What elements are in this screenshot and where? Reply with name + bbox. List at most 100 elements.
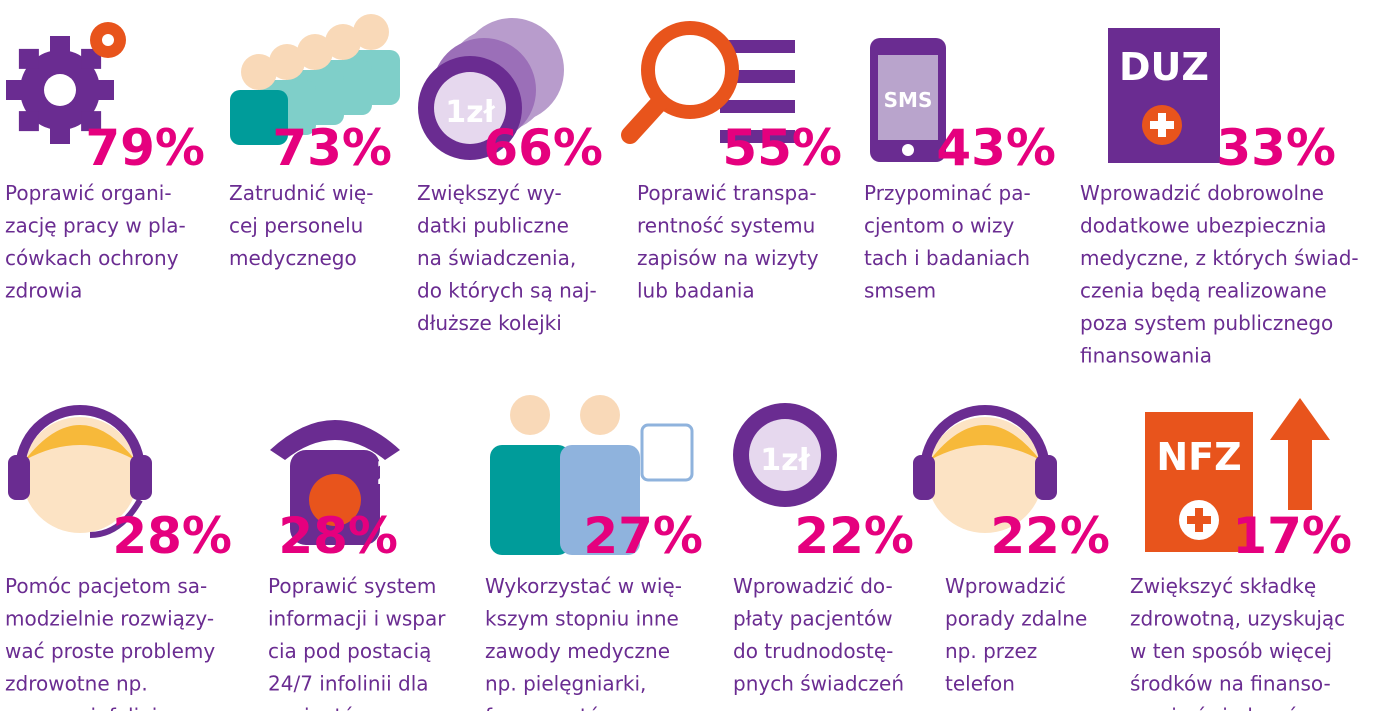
button bbox=[902, 144, 914, 156]
cross-v bbox=[1195, 508, 1203, 532]
item: 73%Zatrudnić wię-cej personelumedycznego bbox=[229, 14, 400, 270]
description-line: Wprowadzić bbox=[945, 574, 1066, 598]
description-line: zdrowotne np. bbox=[5, 672, 148, 696]
item: 28% Pomóc pacjetom sa-modzielnie rozwiązy… bbox=[5, 410, 232, 711]
description-line: wać proste problemy bbox=[5, 639, 215, 663]
gear-tooth bbox=[6, 80, 26, 100]
description-line: zapisów na wizyty bbox=[637, 246, 819, 270]
percent: 43% bbox=[936, 119, 1056, 177]
description-line: Wykorzystać w wię- bbox=[485, 574, 682, 598]
percent: 28% bbox=[112, 507, 232, 565]
icon-label: DUZ bbox=[1119, 45, 1209, 89]
ear-l bbox=[913, 455, 935, 500]
description-line: farmaceutów bbox=[485, 704, 616, 711]
description-line: kszym stopniu inne bbox=[485, 607, 679, 631]
description-line: do trudnodostę- bbox=[733, 639, 893, 663]
list-bar bbox=[720, 100, 795, 113]
description-line: Wprowadzić dobrowolne bbox=[1080, 181, 1324, 205]
icon-label: 1zł bbox=[760, 443, 810, 478]
description-line: datki publiczne bbox=[417, 214, 569, 238]
description-line: lub badania bbox=[637, 279, 755, 303]
small-gear-hole bbox=[102, 34, 114, 46]
gear-hole bbox=[44, 74, 76, 106]
gear-tooth bbox=[94, 80, 114, 100]
description-line: telefon bbox=[945, 672, 1015, 696]
description-line: Pomóc pacjetom sa- bbox=[5, 574, 207, 598]
percent: 66% bbox=[483, 119, 603, 177]
percent: 28% bbox=[278, 507, 398, 565]
description-line: Poprawić system bbox=[268, 574, 436, 598]
description-line: rentność systemu bbox=[637, 214, 815, 238]
description-line: dłuższe kolejki bbox=[417, 311, 562, 335]
icon-label: SMS bbox=[884, 88, 933, 112]
item: 79%Poprawić organi-zację pracy w pla-ców… bbox=[5, 22, 205, 303]
item: NFZ 17% Zwiększyć składkę zdrowotną, uzysku… bbox=[1130, 398, 1352, 711]
description-line: finansowania bbox=[1080, 344, 1212, 368]
description-line: Wprowadzić do- bbox=[733, 574, 893, 598]
percent: 33% bbox=[1216, 119, 1336, 177]
description-line: poprzez infolinię bbox=[5, 704, 170, 711]
percent: 27% bbox=[583, 507, 703, 565]
description-line: Zwiększyć składkę bbox=[1130, 574, 1316, 598]
percent: 17% bbox=[1232, 507, 1352, 565]
cross-v bbox=[1158, 113, 1166, 137]
description-line: Przypominać pa- bbox=[864, 181, 1031, 205]
description-line: np. przez bbox=[945, 639, 1037, 663]
description-line: dodatkowe ubezpiecznia bbox=[1080, 214, 1327, 238]
gear-tooth bbox=[19, 111, 39, 131]
description-line: do których są naj- bbox=[417, 279, 597, 303]
icon-label: NFZ bbox=[1156, 435, 1241, 479]
description-line: porady zdalne bbox=[945, 607, 1087, 631]
description-line: środków na finanso- bbox=[1130, 672, 1331, 696]
ear-r bbox=[1035, 455, 1057, 500]
percent: 73% bbox=[272, 119, 392, 177]
description-line: płaty pacjentów bbox=[733, 607, 893, 631]
description-line: np. pielęgniarki, bbox=[485, 672, 646, 696]
item: SMS43% Przypominać pa-cjentom o wizy tach … bbox=[864, 38, 1056, 303]
icon-label: 24/7 bbox=[376, 454, 454, 492]
description-line: Poprawić transpa- bbox=[637, 181, 817, 205]
percent: 22% bbox=[794, 507, 914, 565]
item: 22% Wprowadzić porady zdalne np. przez telef… bbox=[913, 410, 1110, 696]
description-line: w ten sposób więcej bbox=[1130, 639, 1332, 663]
item: 27% Wykorzystać w wię-kszym stopniu inne z… bbox=[485, 395, 703, 711]
percent: 22% bbox=[990, 507, 1110, 565]
description-line: smsem bbox=[864, 279, 936, 303]
arrow bbox=[1270, 398, 1330, 510]
infographic: 79%Poprawić organi-zację pracy w pla-ców… bbox=[0, 0, 1379, 711]
description-line: na świadczenia, bbox=[417, 246, 576, 270]
description-line: cjentom o wizy bbox=[864, 214, 1014, 238]
description-line: Zatrudnić wię- bbox=[229, 181, 373, 205]
item: 24/7 28% Poprawić system informacji i wspar… bbox=[268, 420, 454, 711]
description-line: Poprawić organi- bbox=[5, 181, 172, 205]
ear-l bbox=[8, 455, 30, 500]
description-line: pnych świadczeń bbox=[733, 672, 904, 696]
description-line: czenia będą realizowane bbox=[1080, 279, 1327, 303]
description-line: medycznego bbox=[229, 246, 357, 270]
description-line: zdrowia bbox=[5, 279, 82, 303]
item: 55%Poprawić transpa-rentność systemuzapi… bbox=[630, 28, 842, 303]
description-line: pacjentów bbox=[268, 704, 371, 711]
description-line: cówkach ochrony bbox=[5, 246, 179, 270]
description-line: Zwiększyć wy- bbox=[417, 181, 562, 205]
description-line: tach i badaniach bbox=[864, 246, 1030, 270]
item: 1zł 22% Wprowadzić do-płaty pacjentów do tr… bbox=[733, 403, 914, 696]
ear-r bbox=[130, 455, 152, 500]
description-line: zację pracy w pla- bbox=[5, 214, 186, 238]
description-line: 24/7 infolinii dla bbox=[268, 672, 429, 696]
description-line: zawody medyczne bbox=[485, 639, 670, 663]
pills bbox=[642, 425, 692, 480]
handle bbox=[630, 102, 660, 135]
nurse-body bbox=[490, 445, 570, 555]
gear-tooth bbox=[50, 36, 70, 56]
description-line: informacji i wspar bbox=[268, 607, 446, 631]
description-line: modzielnie rozwiązy- bbox=[5, 607, 214, 631]
description-line: poza system publicznego bbox=[1080, 311, 1333, 335]
nurse-head bbox=[510, 395, 550, 435]
description-line: zdrowotną, uzyskując bbox=[1130, 607, 1345, 631]
head bbox=[241, 54, 277, 90]
description-line: cia pod postacią bbox=[268, 639, 431, 663]
gear-tooth bbox=[50, 124, 70, 144]
description-line: wanie świadczeń bbox=[1130, 704, 1299, 711]
